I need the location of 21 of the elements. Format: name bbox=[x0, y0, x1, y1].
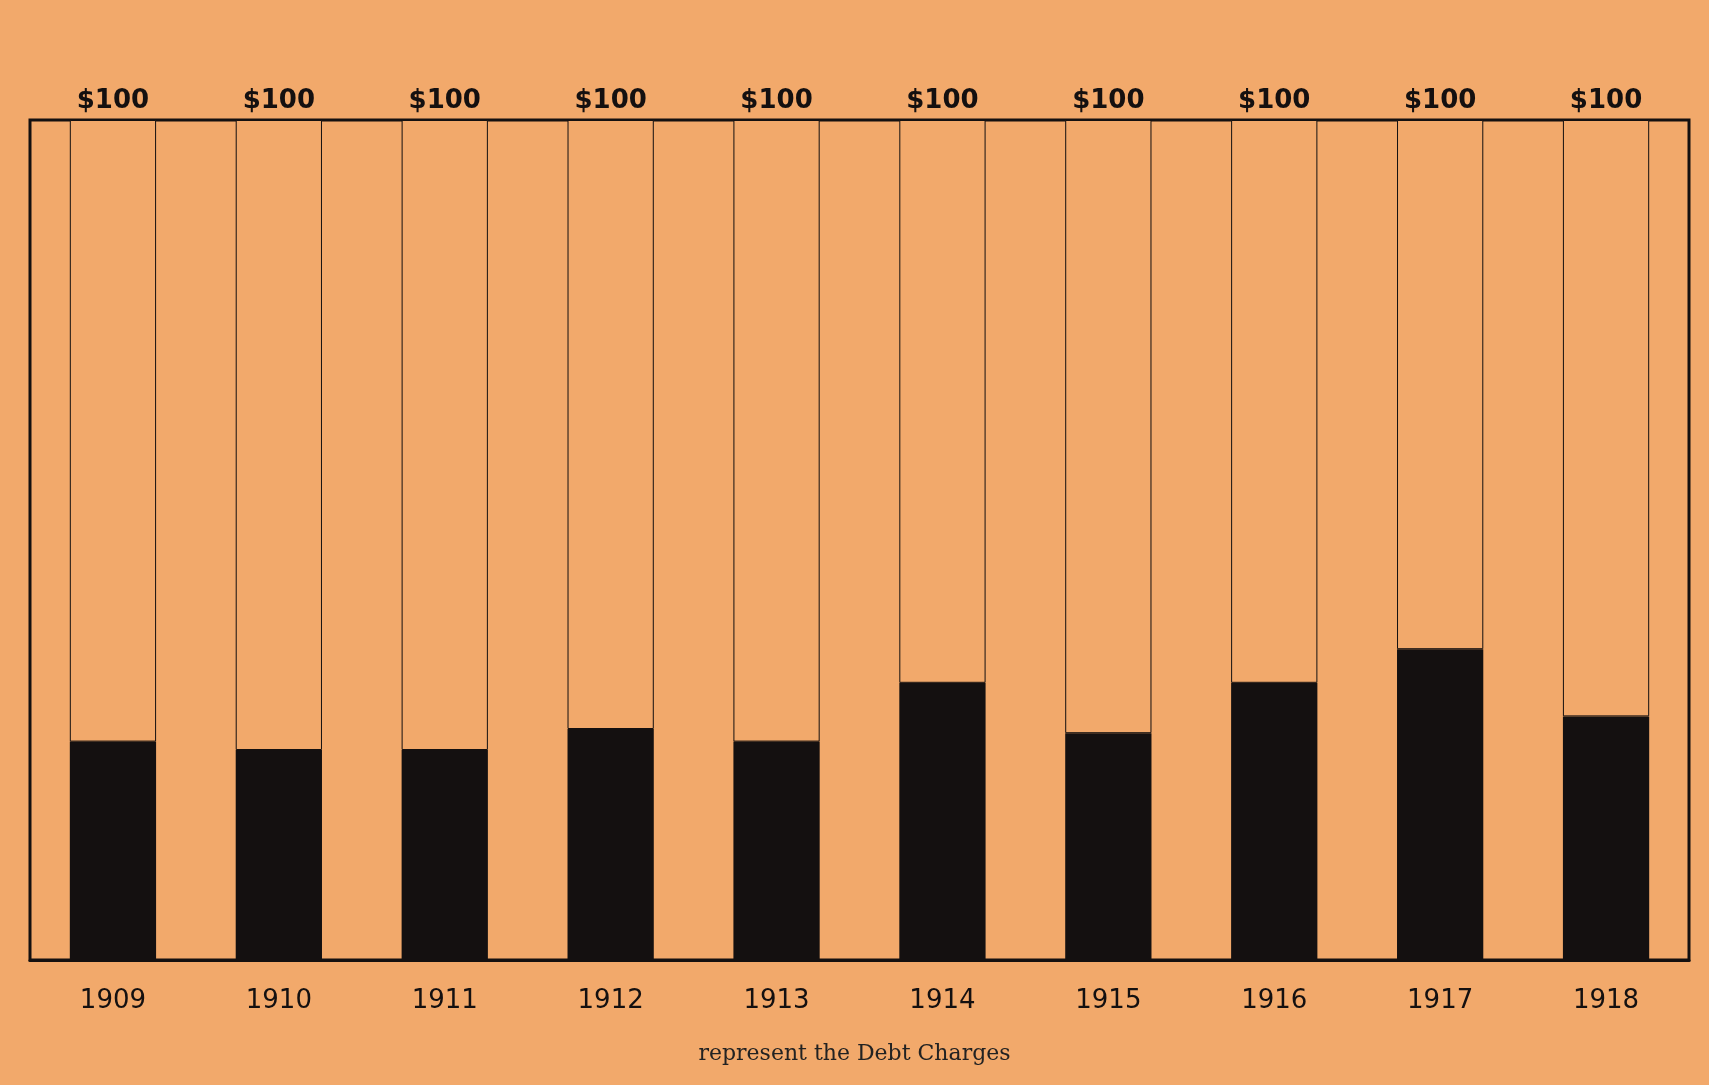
total-label: $100 bbox=[740, 84, 813, 114]
total-label: $100 bbox=[408, 84, 481, 114]
total-label: $100 bbox=[1569, 84, 1643, 114]
total-label: $100 bbox=[1072, 84, 1145, 114]
x-tick-label: 1913 bbox=[743, 984, 810, 1014]
total-label: $100 bbox=[242, 84, 316, 114]
x-tick-label: 1910 bbox=[245, 984, 312, 1014]
total-label: $100 bbox=[574, 84, 647, 114]
x-tick-label: 1914 bbox=[909, 984, 976, 1014]
x-tick-label: 1912 bbox=[577, 984, 644, 1014]
x-tick-label: 1916 bbox=[1241, 984, 1308, 1014]
x-tick-label: 1917 bbox=[1407, 984, 1474, 1014]
total-label: $100 bbox=[906, 84, 979, 114]
x-tick-label: 1909 bbox=[79, 984, 147, 1014]
x-tick-label: 1915 bbox=[1075, 984, 1142, 1014]
total-label: $100 bbox=[1403, 84, 1477, 114]
x-tick-label: 1918 bbox=[1572, 984, 1640, 1014]
total-label: $100 bbox=[76, 84, 150, 114]
text: represent the Debt Charges bbox=[697, 1040, 1012, 1065]
x-tick-label: 1911 bbox=[411, 984, 478, 1014]
total-label: $100 bbox=[1238, 84, 1311, 114]
